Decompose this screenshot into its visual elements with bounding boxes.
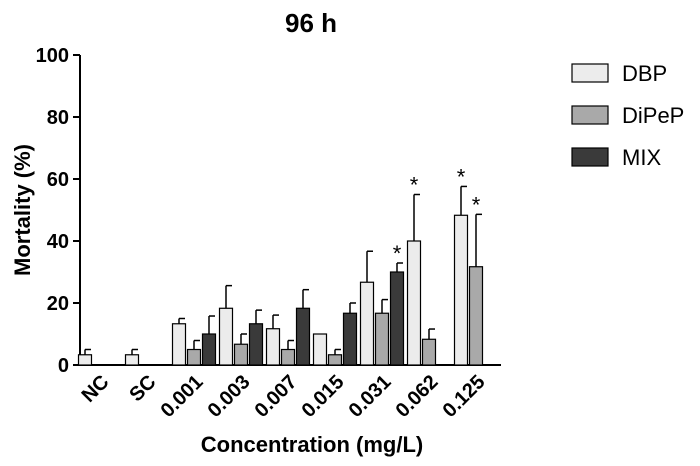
x-tick-label: SC <box>125 371 160 406</box>
x-tick-label: 0.031 <box>345 371 396 422</box>
x-tick-label: 0.003 <box>204 371 255 422</box>
bar-dipep <box>327 354 343 366</box>
x-axis-label: Concentration (mg/L) <box>201 432 423 457</box>
bar-mix <box>248 323 264 366</box>
significance-star: * <box>472 192 481 217</box>
bar-mix <box>201 333 217 366</box>
bars: * *** <box>77 164 484 366</box>
x-tick-label: 0.007 <box>251 371 302 422</box>
bar-dbp <box>312 333 328 366</box>
legend-label-dipep: DiPeP <box>622 103 684 128</box>
bar-mix <box>295 307 311 366</box>
significance-star: * <box>457 164 466 189</box>
bar-mix <box>342 312 358 366</box>
x-tick-label: 0.001 <box>157 371 208 422</box>
significance-star: * <box>410 173 419 198</box>
bar-dbp <box>406 240 422 366</box>
x-tick-label: 0.125 <box>439 371 490 422</box>
legend-label-dbp: DBP <box>622 61 667 86</box>
x-tick-label: 0.062 <box>392 371 443 422</box>
bar-dbp <box>77 354 93 366</box>
bar-dbp <box>359 281 375 366</box>
y-axis-label: Mortality (%) <box>10 144 35 276</box>
x-tick-label: NC <box>78 371 114 407</box>
bar-dbp <box>265 328 281 366</box>
bar-dipep <box>468 266 484 366</box>
y-tick-label: 80 <box>47 107 69 129</box>
legend-swatch-dipep <box>571 105 609 125</box>
x-tick-label: 0.015 <box>298 371 349 422</box>
y-tick-label: 60 <box>47 169 69 191</box>
legend-swatch-dbp <box>571 63 609 83</box>
bar-dbp <box>453 214 469 366</box>
bar-dipep <box>421 338 437 366</box>
bar-dbp <box>171 323 187 366</box>
significance-star: * <box>393 241 402 266</box>
legend: DBP DiPeP MIX <box>571 61 684 170</box>
bar-dipep <box>280 348 296 366</box>
bar-dipep <box>186 348 202 366</box>
y-tick-label: 20 <box>47 293 69 315</box>
legend-label-mix: MIX <box>622 145 661 170</box>
bar-dbp <box>218 307 234 366</box>
bar-dbp <box>124 354 140 366</box>
y-tick-label: 0 <box>58 355 69 377</box>
y-tick-label: 100 <box>36 45 69 67</box>
y-tick-label: 40 <box>47 231 69 253</box>
bar-dipep <box>233 343 249 366</box>
bar-mix <box>389 271 405 366</box>
legend-swatch-mix <box>571 147 609 167</box>
bar-dipep <box>374 312 390 366</box>
chart-title: 96 h <box>285 8 337 38</box>
